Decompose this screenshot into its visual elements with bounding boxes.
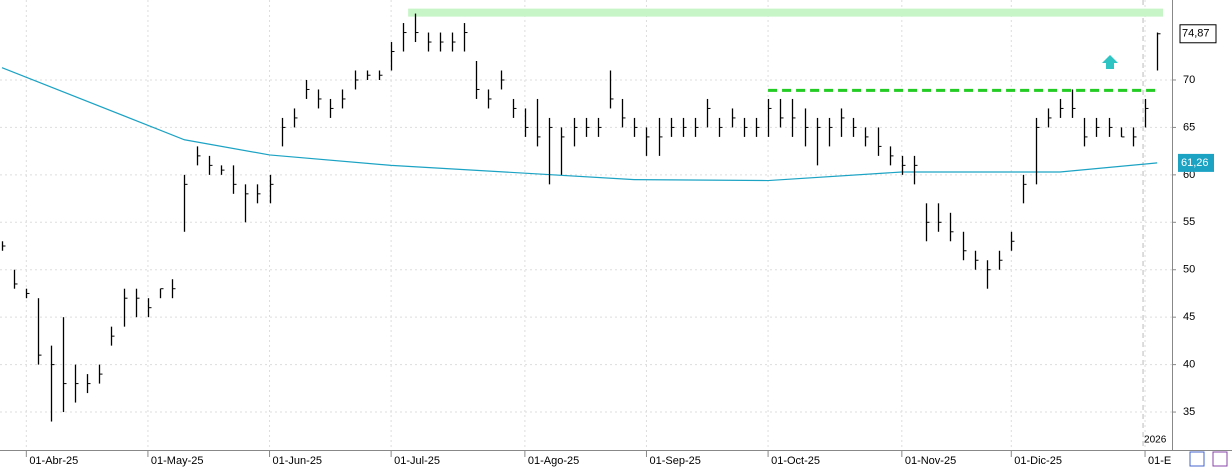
ma-price-label: 61,26 [1181, 157, 1209, 169]
last-price-label: 74,87 [1182, 28, 1210, 40]
x-tick-label: 01-Sep-25 [649, 455, 700, 467]
year-label: 2026 [1144, 435, 1167, 446]
x-tick-label: 01-Oct-25 [771, 455, 820, 467]
y-tick-label: 65 [1183, 121, 1195, 133]
x-tick-label: 01-Nov-25 [905, 455, 956, 467]
y-tick-label: 40 [1183, 359, 1195, 371]
y-tick-label: 35 [1183, 406, 1195, 418]
y-tick-label: 70 [1183, 74, 1195, 86]
x-tick-label: 01-May-25 [151, 455, 204, 467]
toolbar-icons [1189, 451, 1228, 467]
x-tick-label: 01-Ago-25 [528, 455, 579, 467]
last-price-box [1179, 24, 1217, 44]
x-tick-label: 01-Jul-25 [394, 455, 440, 467]
y-tick-label: 45 [1183, 311, 1195, 323]
x-tick-label: 01-Jun-25 [273, 455, 323, 467]
resistance-band [408, 8, 1163, 17]
ma-price-box [1178, 153, 1214, 172]
y-tick-label: 50 [1183, 264, 1195, 276]
up-arrow [1102, 55, 1118, 69]
moving-average [1, 67, 1158, 182]
y-tick-label: 55 [1183, 216, 1195, 228]
x-tick-label: 01-E [1148, 455, 1171, 467]
x-tick-label: 01-Dic-25 [1014, 455, 1062, 467]
x-tick-label: 01-Abr-25 [29, 455, 78, 467]
